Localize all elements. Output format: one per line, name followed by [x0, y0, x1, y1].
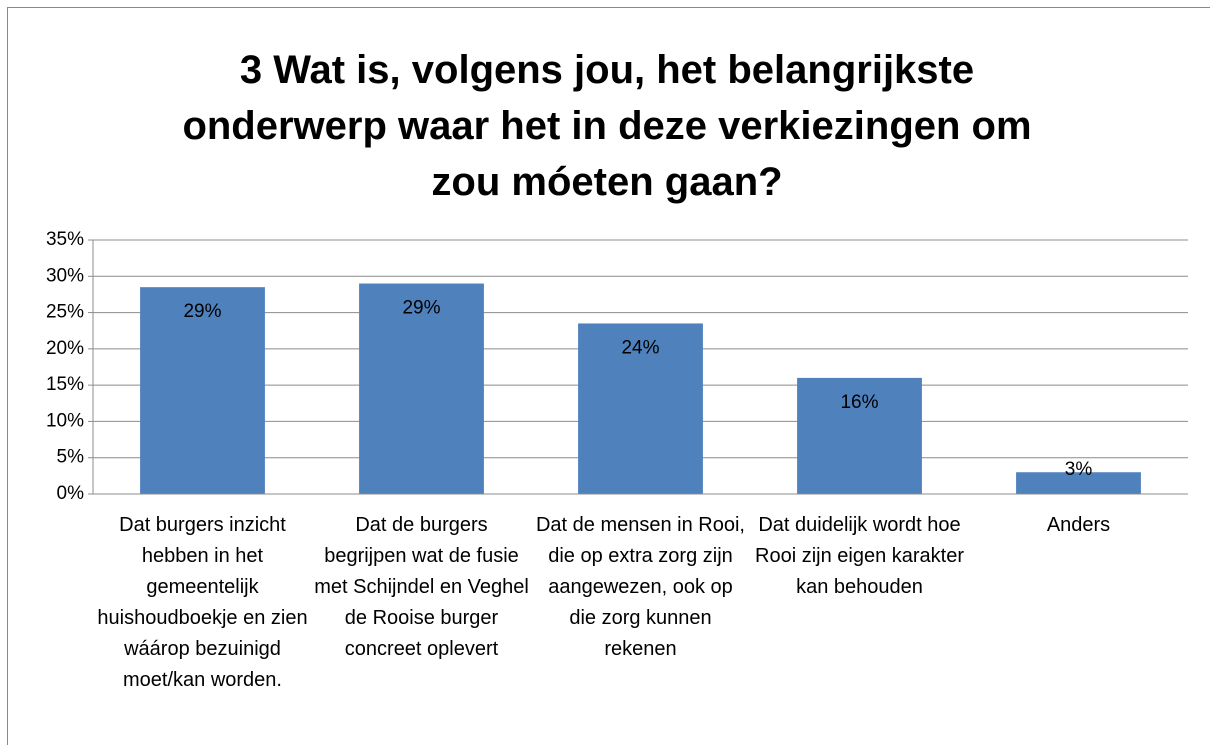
bar	[797, 377, 922, 494]
chart-frame	[7, 7, 1210, 745]
data-label: 3%	[1065, 459, 1093, 480]
data-label: 29%	[402, 298, 440, 319]
data-label: 16%	[840, 392, 878, 413]
y-tick-label: 0%	[57, 483, 85, 504]
y-tick-label: 20%	[46, 338, 84, 359]
x-tick-label: Dat de mensen in Rooi, die op extra zorg…	[535, 514, 745, 660]
data-label: 24%	[621, 337, 659, 358]
bar	[140, 287, 265, 494]
y-tick-label: 25%	[46, 302, 84, 323]
y-tick-label: 5%	[57, 447, 85, 468]
x-tick-label: Dat de burgers begrijpen wat de fusie me…	[314, 514, 529, 660]
y-tick-label: 30%	[46, 265, 84, 286]
x-tick-label: Dat duidelijk wordt hoe Rooi zijn eigen …	[755, 514, 964, 598]
x-tick-label: Dat burgers inzicht hebben in het gemeen…	[97, 514, 308, 691]
chart-title: 3 Wat is, volgens jou, het belangrijkste…	[182, 48, 1032, 204]
y-tick-label: 15%	[46, 374, 84, 395]
bar	[359, 283, 484, 494]
x-tick-label: Anders	[1046, 514, 1111, 536]
data-label: 29%	[183, 301, 221, 322]
bar	[1016, 472, 1141, 494]
bar	[578, 323, 703, 494]
y-tick-label: 35%	[46, 229, 84, 250]
y-tick-label: 10%	[46, 410, 84, 431]
